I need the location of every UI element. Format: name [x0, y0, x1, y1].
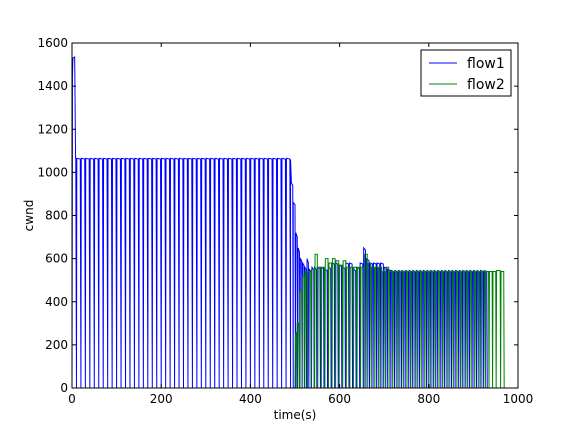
y-tick-label: 1400 — [37, 79, 68, 93]
x-tick-label: 600 — [328, 392, 351, 406]
plot-area — [72, 56, 505, 388]
y-tick-label: 1600 — [37, 36, 68, 50]
legend-label-flow2: flow2 — [467, 77, 505, 93]
x-tick-label: 200 — [150, 392, 173, 406]
x-axis-label: time(s) — [274, 408, 317, 422]
y-tick-label: 800 — [45, 209, 68, 223]
legend-box — [420, 49, 512, 97]
x-tick-label: 800 — [417, 392, 440, 406]
y-tick-label: 200 — [45, 338, 68, 352]
x-tick-label: 1000 — [503, 392, 534, 406]
y-tick-label: 1200 — [37, 122, 68, 136]
legend-label-flow1: flow1 — [467, 56, 505, 72]
y-axis-label: cwnd — [22, 200, 36, 232]
y-tick-label: 400 — [45, 295, 68, 309]
y-tick-label: 600 — [45, 252, 68, 266]
ticks: 0 200 400 600 800 1000 0 200 400 600 800 1000 1200 14… — [37, 36, 533, 406]
legend: flow1 flow2 — [420, 49, 512, 97]
x-tick-label: 0 — [68, 392, 76, 406]
x-tick-label: 400 — [239, 392, 262, 406]
y-tick-label: 1000 — [37, 165, 68, 179]
y-tick-label: 0 — [60, 381, 68, 395]
